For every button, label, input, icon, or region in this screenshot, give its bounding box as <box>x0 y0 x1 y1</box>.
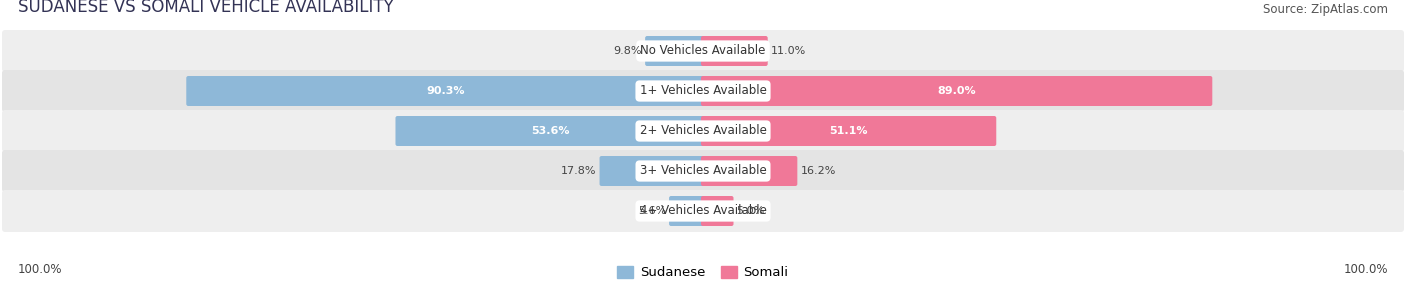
FancyBboxPatch shape <box>702 36 768 66</box>
Text: 4+ Vehicles Available: 4+ Vehicles Available <box>640 204 766 217</box>
FancyBboxPatch shape <box>599 156 704 186</box>
Text: 5.0%: 5.0% <box>737 206 765 216</box>
FancyBboxPatch shape <box>645 36 704 66</box>
Text: 3+ Vehicles Available: 3+ Vehicles Available <box>640 164 766 178</box>
Text: 53.6%: 53.6% <box>531 126 569 136</box>
FancyBboxPatch shape <box>1 150 1405 192</box>
Text: 51.1%: 51.1% <box>830 126 868 136</box>
Text: 9.8%: 9.8% <box>613 46 643 56</box>
FancyBboxPatch shape <box>395 116 704 146</box>
Text: 100.0%: 100.0% <box>18 263 62 276</box>
Text: 11.0%: 11.0% <box>770 46 806 56</box>
FancyBboxPatch shape <box>702 76 1212 106</box>
FancyBboxPatch shape <box>186 76 704 106</box>
Text: 1+ Vehicles Available: 1+ Vehicles Available <box>640 84 766 98</box>
FancyBboxPatch shape <box>669 196 704 226</box>
Text: SUDANESE VS SOMALI VEHICLE AVAILABILITY: SUDANESE VS SOMALI VEHICLE AVAILABILITY <box>18 0 394 16</box>
Text: Source: ZipAtlas.com: Source: ZipAtlas.com <box>1263 3 1388 16</box>
FancyBboxPatch shape <box>702 156 797 186</box>
FancyBboxPatch shape <box>1 30 1405 72</box>
Text: 16.2%: 16.2% <box>800 166 835 176</box>
Text: 100.0%: 100.0% <box>1344 263 1388 276</box>
Text: No Vehicles Available: No Vehicles Available <box>640 45 766 57</box>
Legend: Sudanese, Somali: Sudanese, Somali <box>617 266 789 279</box>
Text: 17.8%: 17.8% <box>561 166 596 176</box>
FancyBboxPatch shape <box>702 116 997 146</box>
FancyBboxPatch shape <box>1 190 1405 232</box>
Text: 2+ Vehicles Available: 2+ Vehicles Available <box>640 124 766 138</box>
Text: 5.6%: 5.6% <box>638 206 666 216</box>
Text: 89.0%: 89.0% <box>938 86 976 96</box>
FancyBboxPatch shape <box>1 70 1405 112</box>
FancyBboxPatch shape <box>702 196 734 226</box>
FancyBboxPatch shape <box>1 110 1405 152</box>
Text: 90.3%: 90.3% <box>426 86 465 96</box>
